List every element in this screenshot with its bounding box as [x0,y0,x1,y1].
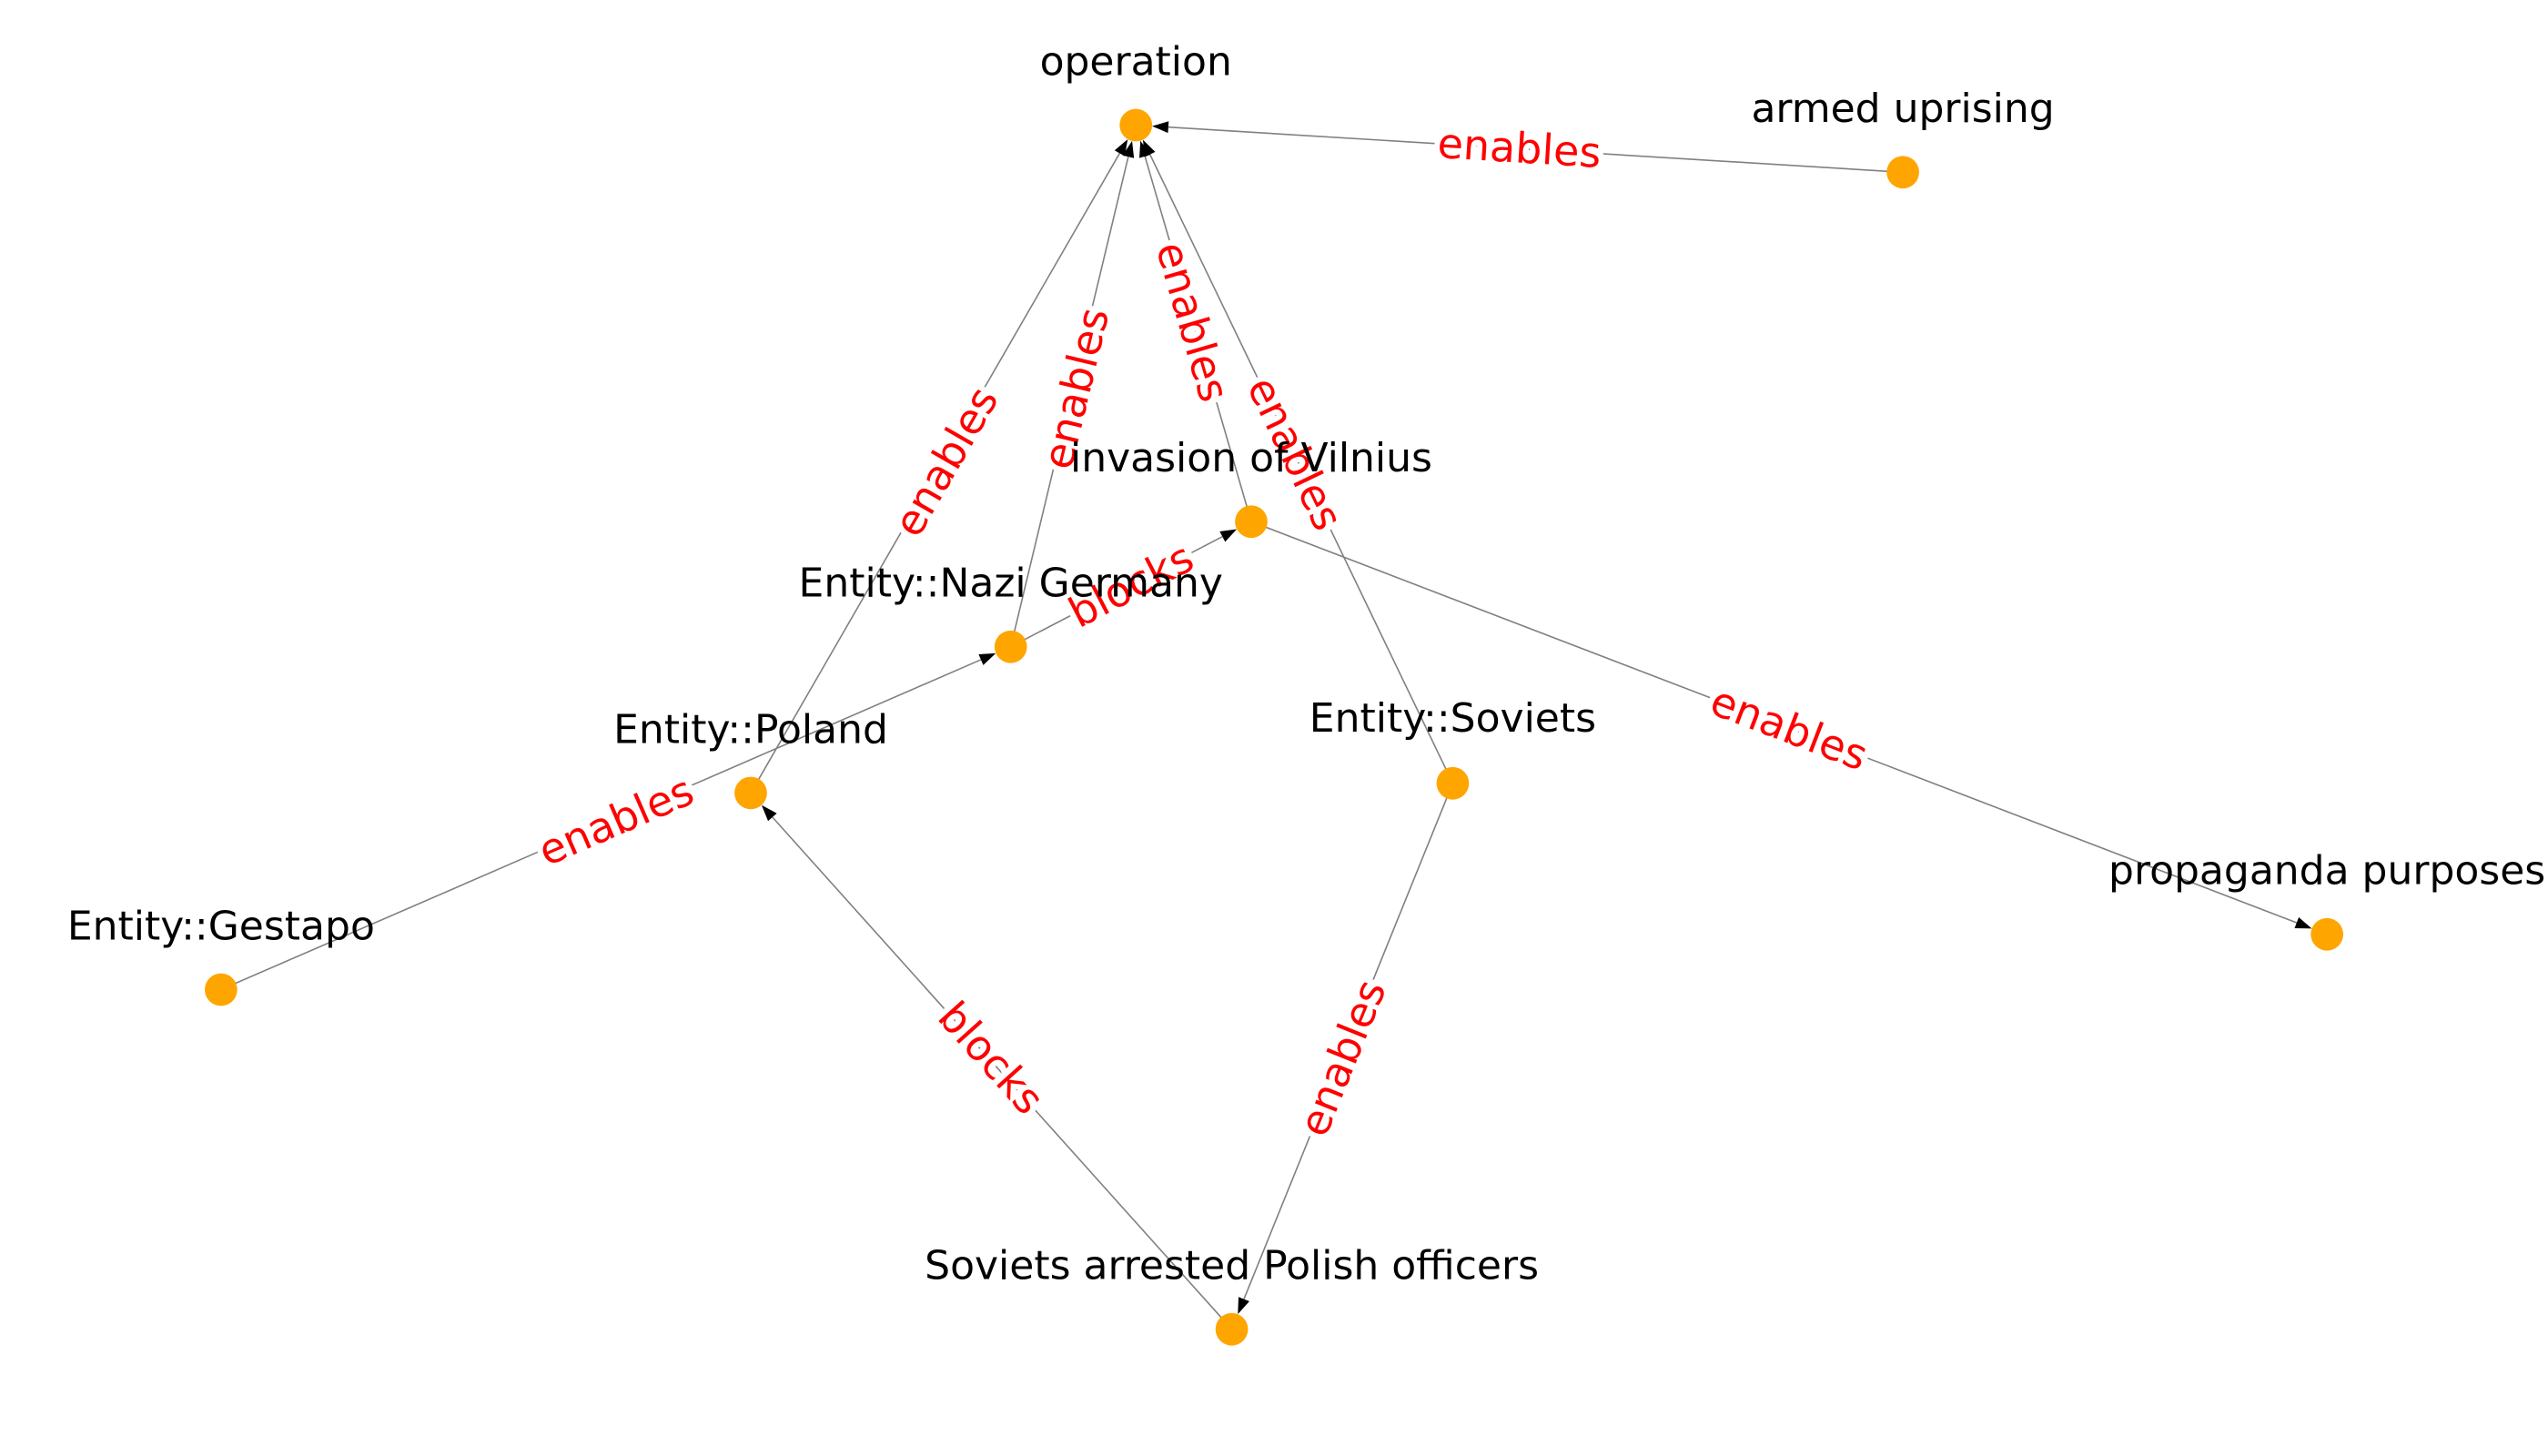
edges-layer [220,121,2312,1330]
edge-arrowhead [761,804,777,822]
node-poland [734,776,767,810]
node-label-invasion-of-vilnius: invasion of Vilnius [1070,435,1432,481]
edge-arrowhead [1122,140,1135,158]
node-invasion-of-vilnius [1235,505,1268,539]
edge-line [1243,783,1454,1299]
node-armed-uprising [1886,156,1919,189]
edge-line [1010,535,1223,648]
node-label-soviets: Entity::Soviets [1309,695,1596,742]
edge-line [220,659,982,991]
node-label-nazi-germany: Entity::Nazi Germany [799,561,1223,607]
node-label-gestapo: Entity::Gestapo [67,903,375,949]
node-operation [1119,108,1153,142]
edge-arrowhead [1238,1297,1249,1315]
edge-label: enables [531,765,702,875]
edge-line [1168,126,1904,174]
node-labels-layer: operation armed uprising invasion of Vilni… [67,38,2545,1289]
edge-line [1144,156,1252,522]
node-label-propaganda-purposes: propaganda purposes [2108,848,2545,895]
node-nazi-germany [994,630,1027,663]
edge-label: enables [1704,676,1874,781]
node-label-soviets-arrested: Soviets arrested Polish officers [925,1243,1539,1289]
node-soviets-arrested [1215,1312,1249,1346]
edge-line [772,816,1233,1330]
edge-line [1009,157,1129,647]
edge-line [1250,521,2298,924]
edge-label: enables [1289,973,1396,1143]
edge-line [1148,154,1454,784]
node-propaganda-purposes [2310,917,2343,951]
node-label-armed-uprising: armed uprising [1751,86,2054,132]
edge-arrowhead [1219,529,1238,542]
edge-label: enables [1147,237,1239,408]
edge-arrowhead [1114,138,1128,157]
edge-arrowhead [1152,121,1169,134]
edge-label: blocks [928,992,1054,1124]
nodes-layer [205,108,2343,1346]
edge-arrowhead [2294,916,2312,929]
edge-arrowhead [1142,139,1156,157]
edge-label: enables [1436,118,1603,177]
edge-labels-layer: enables enables enables enables enables block… [526,113,1880,1148]
node-gestapo [205,973,238,1006]
edge-line [750,153,1121,794]
edge-arrowhead [978,652,996,665]
node-label-operation: operation [1040,38,1232,85]
node-label-poland: Entity::Poland [613,706,888,753]
edge-label: enables [884,379,1008,545]
node-soviets [1436,766,1470,800]
